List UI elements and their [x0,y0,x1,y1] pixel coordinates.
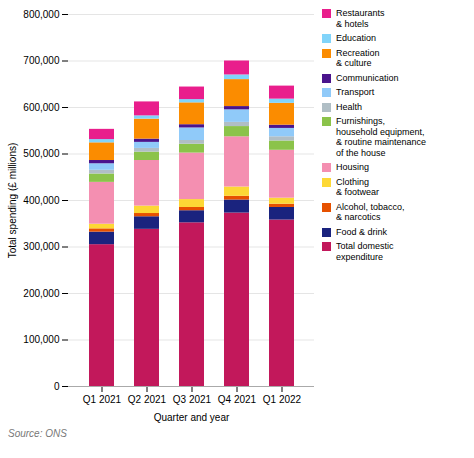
html-text:Food & drink: Food & drink [336,226,387,237]
html-text:Housing: Housing [336,162,369,172]
html-text:Health: Health [336,101,362,112]
html-text:Total domestic expenditure: Total domestic expenditure [336,241,394,262]
svg-text:700,000: 700,000 [23,55,60,66]
svg-text:400,000: 400,000 [23,195,60,206]
svg-text:0: 0 [54,381,60,392]
html-text:Communication: Communication [336,72,399,83]
html-text:Recreation & culture: Recreation & culture [336,47,380,68]
svg-text:300,000: 300,000 [23,241,60,252]
svg-text:Q4 2021: Q4 2021 [218,394,257,405]
svg-text:Q1 2022: Q1 2022 [263,394,302,405]
html-text:Clothing & footwear: Clothing & footwear [336,176,379,197]
svg-text:Q1 2021: Q1 2021 [83,394,122,405]
html-text:Transport: Transport [336,87,375,97]
svg-text:Total spending (£ millions): Total spending (£ millions) [7,143,18,259]
html-text:Restaurants & hotels: Restaurants & hotels [336,8,385,29]
svg-text:800,000: 800,000 [23,9,60,20]
svg-text:600,000: 600,000 [23,102,60,113]
html-text:Education: Education [336,33,376,43]
svg-text:Q3 2021: Q3 2021 [173,394,212,405]
svg-text:Q2 2021: Q2 2021 [128,394,167,405]
html-text:Furnishings, household equipme: Furnishings, household equipment, & rout… [336,116,427,158]
svg-text:100,000: 100,000 [23,334,60,345]
svg-text:Quarter and year: Quarter and year [154,412,230,423]
html-text:Source: ONS: Source: ONS [8,428,67,439]
svg-text:200,000: 200,000 [23,288,60,299]
svg-text:500,000: 500,000 [23,148,60,159]
html-text:Alcohol, tobacco, & narcotics: Alcohol, tobacco, & narcotics [336,201,405,222]
